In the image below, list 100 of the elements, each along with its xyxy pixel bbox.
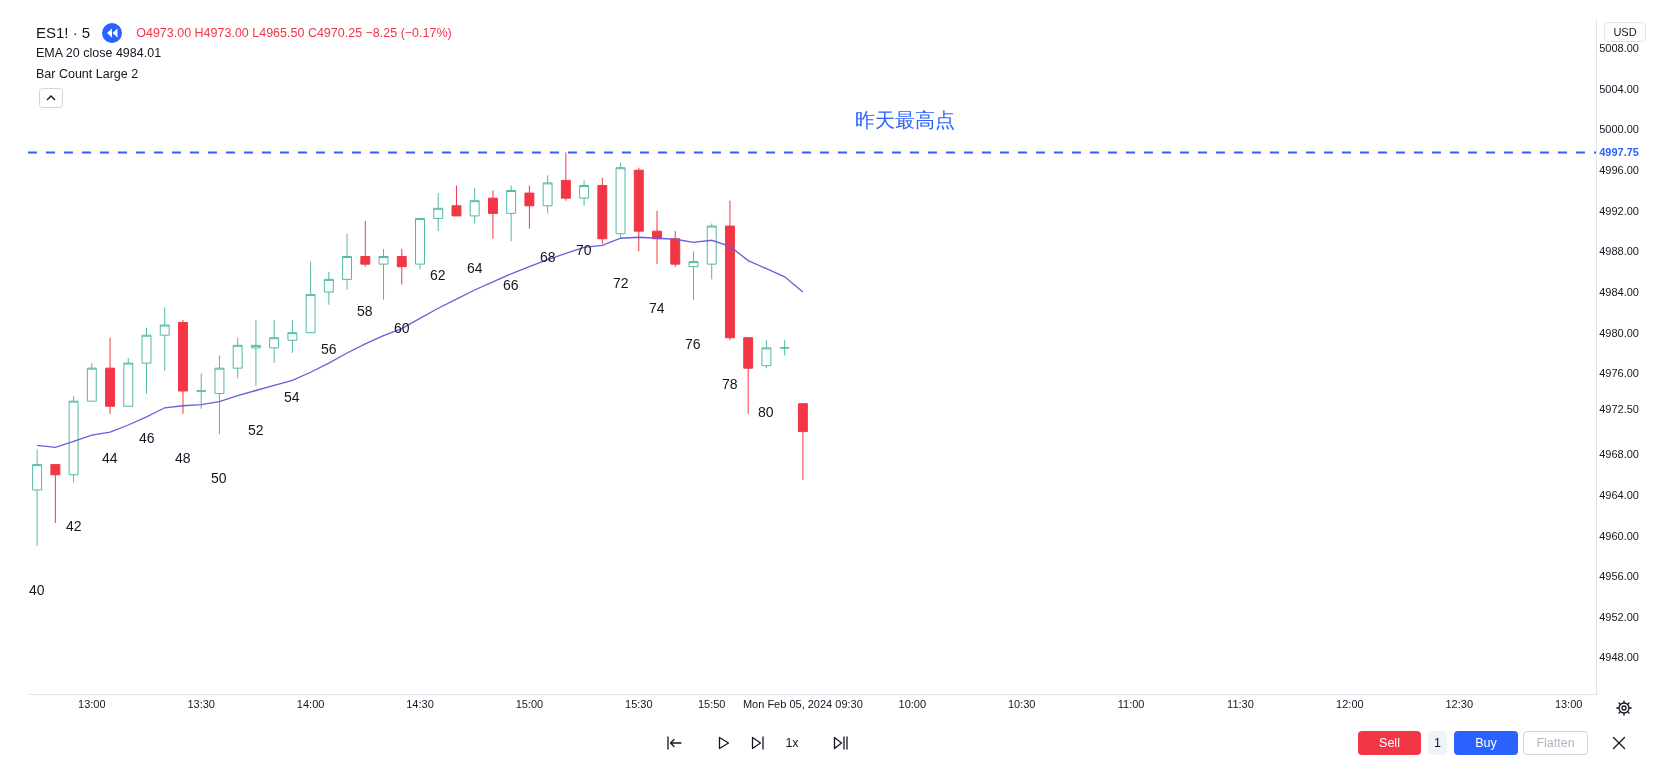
x-tick-label: 14:30 xyxy=(406,698,434,711)
text: 68 xyxy=(540,249,556,265)
y-tick-label: 4984.00 xyxy=(1599,285,1639,298)
candlestick xyxy=(670,230,681,268)
candlestick xyxy=(724,200,735,341)
text: 44 xyxy=(102,450,118,466)
candlestick xyxy=(123,357,134,407)
candlestick xyxy=(652,210,662,265)
candlestick xyxy=(323,271,334,306)
text: 70 xyxy=(576,242,592,258)
x-tick-label: Mon Feb 05, 2024 09:30 xyxy=(742,698,863,711)
candlestick xyxy=(159,306,170,372)
y-tick-label: 4980.00 xyxy=(1599,326,1639,339)
annotation: Bar Count Large 2 xyxy=(36,67,139,82)
button: Flatten xyxy=(1523,731,1588,755)
text: 78 xyxy=(722,376,738,392)
candlestick xyxy=(615,162,626,240)
candlestick xyxy=(524,184,535,230)
y-tick-label: 4948.00 xyxy=(1599,651,1639,664)
candlestick xyxy=(433,192,444,232)
ref-line-label: 昨天最高点 xyxy=(855,109,955,131)
candlestick xyxy=(141,327,152,395)
text: 58 xyxy=(357,303,373,319)
text: 56 xyxy=(321,341,337,357)
candlestick xyxy=(32,448,43,547)
y-tick-label: 5004.00 xyxy=(1599,82,1639,95)
candlestick xyxy=(178,319,188,415)
chart-title: ES1! · 5 xyxy=(36,24,91,42)
y-tick-label: 4976.00 xyxy=(1599,367,1639,380)
y-axis-title: USD xyxy=(1613,25,1637,39)
x-tick-label: 13:00 xyxy=(1554,698,1583,711)
candlestick xyxy=(597,177,608,245)
candlestick xyxy=(743,337,754,415)
candlestick xyxy=(451,184,462,217)
candlestick xyxy=(232,337,243,379)
candlestick xyxy=(542,174,553,214)
y-tick-label: 4997.75 xyxy=(1599,146,1639,159)
y-tick-label: 4964.00 xyxy=(1599,488,1639,501)
candlestick xyxy=(50,464,61,524)
line-series xyxy=(36,236,804,448)
text: 46 xyxy=(139,430,155,446)
text: 76 xyxy=(685,336,701,352)
candlestick xyxy=(86,362,97,402)
y-tick-label: 4996.00 xyxy=(1599,164,1639,177)
text: 1x xyxy=(785,735,799,751)
candlestick xyxy=(579,179,590,207)
y-tick-label: 4968.00 xyxy=(1599,448,1639,461)
order-button: Sell xyxy=(1358,731,1421,755)
candlestick xyxy=(487,190,498,240)
quantity-field: 1 xyxy=(1428,731,1447,755)
candlestick xyxy=(396,248,407,285)
x-tick-label: 15:00 xyxy=(515,698,544,711)
annotation: EMA 20 close 4984.01 xyxy=(36,46,162,61)
candlestick xyxy=(378,248,389,301)
candlestick xyxy=(797,403,808,481)
candlestick xyxy=(506,184,517,242)
text: 66 xyxy=(503,277,519,293)
candlestick xyxy=(305,261,316,334)
y-tick-label: 4992.00 xyxy=(1599,204,1639,217)
x-tick-label: 15:30 xyxy=(625,698,653,711)
candlestick xyxy=(779,339,790,356)
text: 62 xyxy=(430,267,446,283)
x-tick-label: 13:30 xyxy=(187,698,215,711)
text: 72 xyxy=(613,275,629,291)
text: 42 xyxy=(66,518,82,534)
x-tick-label: 12:00 xyxy=(1336,698,1364,711)
candlestick xyxy=(706,223,717,280)
x-tick-label: 13:00 xyxy=(78,698,106,711)
text: 48 xyxy=(175,450,191,466)
candlestick xyxy=(214,354,225,435)
text: 50 xyxy=(211,470,227,486)
text: 74 xyxy=(649,300,665,316)
candlestick xyxy=(250,319,261,387)
candlestick xyxy=(269,319,280,364)
y-tick-label: 4972.50 xyxy=(1599,402,1639,415)
candlestick xyxy=(68,395,79,483)
y-tick-label: 5000.00 xyxy=(1599,123,1639,136)
candlestick xyxy=(342,233,353,291)
candlestick xyxy=(688,250,699,301)
candlestick xyxy=(469,187,480,225)
candlestick xyxy=(560,151,571,202)
y-tick-label: 4960.00 xyxy=(1599,529,1639,542)
dropdown: USD xyxy=(1604,22,1646,42)
x-tick-label: 10:00 xyxy=(898,698,927,711)
y-tick-label: 5008.00 xyxy=(1599,42,1639,55)
x-tick-label: 14:00 xyxy=(296,698,325,711)
text: 52 xyxy=(248,422,264,438)
text: 64 xyxy=(467,260,483,276)
x-tick-label: 11:00 xyxy=(1117,698,1145,711)
text: 80 xyxy=(758,404,774,420)
candlestick xyxy=(415,217,425,270)
y-tick-label: 4988.00 xyxy=(1599,245,1639,258)
candlestick xyxy=(105,337,116,415)
text: O4973.00 H4973.00 L4965.50 C4970.25 −8.25 (−0.17%) xyxy=(136,25,452,41)
x-tick-label: 12:30 xyxy=(1445,698,1474,711)
text: 40 xyxy=(29,582,45,598)
candlestick xyxy=(360,220,371,268)
y-tick-label: 4952.00 xyxy=(1599,610,1639,623)
candlestick xyxy=(761,339,772,369)
order-button: Buy xyxy=(1454,731,1518,755)
